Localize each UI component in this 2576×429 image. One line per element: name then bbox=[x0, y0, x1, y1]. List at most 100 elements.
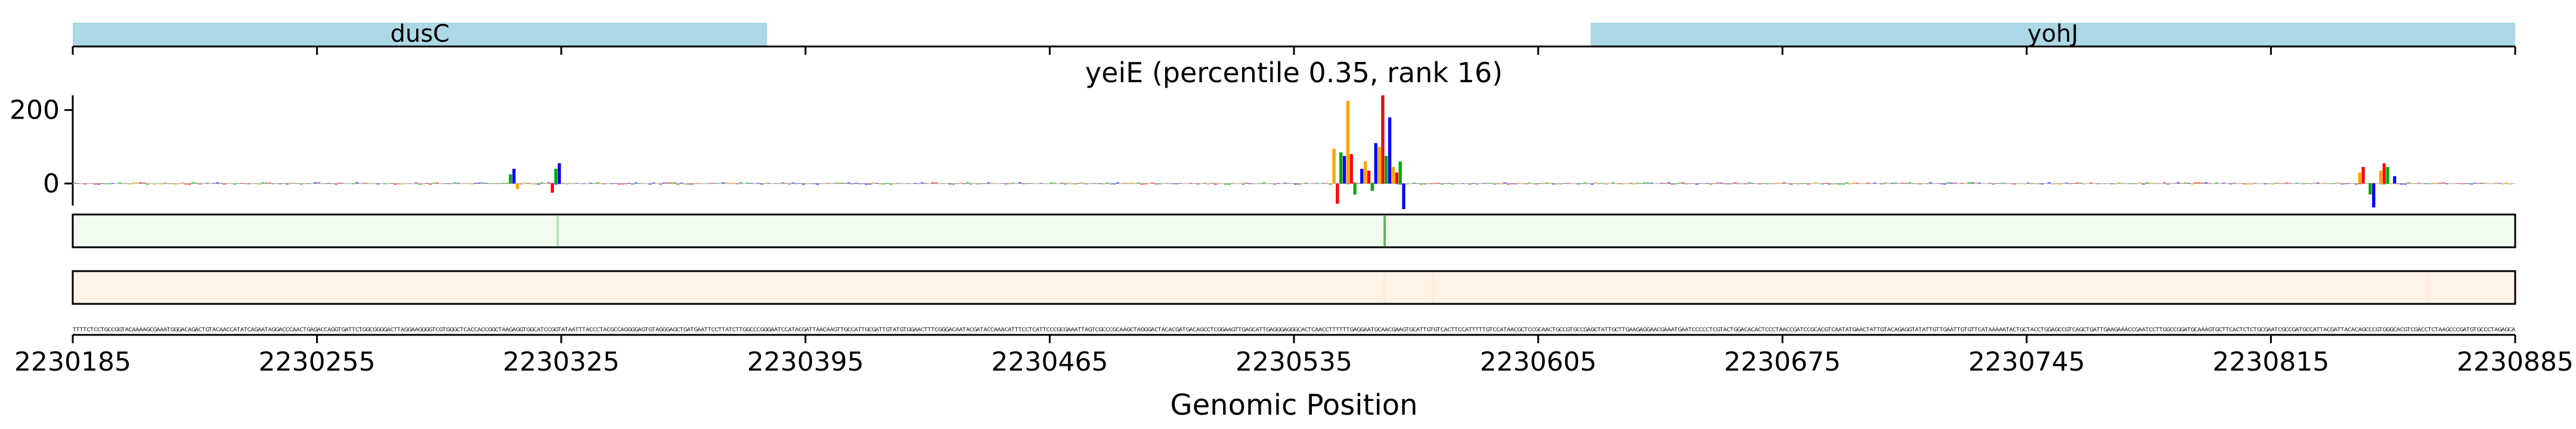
attribution-noise-mark bbox=[1102, 184, 1106, 185]
sequence-letter: T bbox=[121, 327, 125, 333]
sequence-letter: C bbox=[2061, 327, 2065, 333]
sequence-letter: T bbox=[1597, 327, 1601, 333]
attribution-noise-mark bbox=[194, 182, 199, 184]
sequence-letter: T bbox=[442, 327, 446, 333]
attribution-peak-mark bbox=[2372, 184, 2376, 208]
attribution-noise-mark bbox=[373, 183, 376, 184]
sequence-letter: A bbox=[1541, 327, 1546, 333]
sequence-letter: A bbox=[875, 327, 880, 333]
attribution-noise-mark bbox=[153, 184, 156, 185]
attribution-noise-mark bbox=[2215, 182, 2219, 184]
attribution-noise-mark bbox=[1813, 182, 1818, 184]
attribution-noise-mark bbox=[750, 183, 753, 184]
attribution-noise-mark bbox=[837, 182, 840, 184]
attribution-noise-mark bbox=[781, 182, 785, 184]
sequence-letter: C bbox=[1106, 327, 1109, 333]
attribution-noise-mark bbox=[711, 183, 715, 184]
attribution-noise-mark bbox=[840, 182, 844, 184]
attribution-noise-mark bbox=[1883, 182, 1887, 184]
attribution-noise-mark bbox=[2469, 184, 2473, 185]
sequence-letter: A bbox=[2334, 327, 2338, 333]
sequence-letter: T bbox=[707, 327, 711, 333]
sequence-letter: T bbox=[739, 327, 743, 333]
sequence-letter: A bbox=[1639, 327, 1643, 333]
sequence-letter: T bbox=[1018, 327, 1022, 333]
attribution-noise-mark bbox=[1227, 184, 1231, 185]
attribution-noise-mark bbox=[467, 182, 470, 184]
sequence-letter: G bbox=[2362, 327, 2366, 333]
sequence-letter: A bbox=[506, 327, 510, 333]
attribution-noise-mark bbox=[1042, 183, 1046, 184]
attribution-noise-mark bbox=[1123, 183, 1126, 184]
attribution-noise-mark bbox=[893, 184, 896, 185]
attribution-noise-mark bbox=[1140, 184, 1144, 185]
sequence-letter: G bbox=[2114, 327, 2118, 333]
sequence-letter: G bbox=[742, 327, 747, 333]
attribution-noise-mark bbox=[1325, 182, 1329, 184]
sequence-letter: T bbox=[2407, 327, 2411, 333]
attribution-noise-mark bbox=[1004, 184, 1008, 185]
sequence-letter: G bbox=[527, 327, 531, 333]
sequence-letter: C bbox=[355, 327, 359, 333]
sequence-letter: A bbox=[568, 327, 572, 333]
x-tick-label: 2230325 bbox=[503, 347, 620, 377]
attribution-noise-mark bbox=[865, 184, 868, 185]
sequence-letter: G bbox=[429, 327, 433, 333]
attribution-noise-mark bbox=[886, 182, 889, 184]
sequence-letter: G bbox=[1573, 327, 1577, 333]
attribution-noise-mark bbox=[561, 183, 565, 184]
sequence-letter: G bbox=[418, 327, 422, 333]
attribution-noise-mark bbox=[1782, 182, 1786, 184]
attribution-noise-mark bbox=[530, 184, 533, 185]
attribution-noise-mark bbox=[952, 184, 955, 185]
sequence-letter: C bbox=[798, 327, 802, 333]
sequence-letter: G bbox=[2065, 327, 2069, 333]
attribution-noise-mark bbox=[565, 184, 568, 185]
sequence-letter: G bbox=[118, 327, 122, 333]
attribution-noise-mark bbox=[2222, 182, 2225, 184]
sequence-letter: C bbox=[1521, 327, 1524, 333]
sequence-letter: C bbox=[2348, 327, 2351, 333]
attribution-noise-mark bbox=[1447, 183, 1451, 184]
sequence-letter: C bbox=[1004, 327, 1008, 333]
attribution-noise-mark bbox=[2288, 183, 2292, 184]
sequence-letter: T bbox=[2026, 327, 2030, 333]
attribution-noise-mark bbox=[1151, 182, 1154, 184]
attribution-noise-mark bbox=[289, 182, 293, 184]
attribution-noise-mark bbox=[1370, 182, 1374, 184]
attribution-noise-mark bbox=[1677, 182, 1681, 184]
sequence-letter: A bbox=[701, 327, 705, 333]
sequence-letter: A bbox=[156, 327, 160, 333]
x-tick-label: 2230745 bbox=[1968, 347, 2085, 377]
attribution-noise-mark bbox=[725, 182, 729, 184]
sequence-letter: T bbox=[903, 327, 907, 333]
sequence-letter: G bbox=[973, 327, 977, 333]
sequence-letter: G bbox=[2055, 327, 2059, 333]
attribution-noise-mark bbox=[2410, 182, 2414, 184]
sequence-letter: A bbox=[1416, 327, 1420, 333]
sequence-letter: G bbox=[1636, 327, 1640, 333]
attribution-noise-mark bbox=[501, 182, 505, 184]
attribution-peak-mark bbox=[2368, 184, 2372, 195]
sequence-letter: T bbox=[1918, 327, 1922, 333]
attribution-noise-mark bbox=[1838, 184, 1842, 185]
attribution-noise-mark bbox=[665, 182, 670, 184]
sequence-letter: G bbox=[554, 327, 558, 333]
sequence-letter: T bbox=[351, 327, 355, 333]
gene-track-ticks bbox=[72, 46, 2516, 55]
sequence-letter: T bbox=[1332, 327, 1336, 333]
attribution-noise-mark bbox=[160, 184, 163, 185]
sequence-letter: C bbox=[1831, 327, 1835, 333]
sequence-letter: T bbox=[1939, 327, 1943, 333]
attribution-noise-mark bbox=[2417, 182, 2421, 184]
sequence-letter: G bbox=[453, 327, 457, 333]
sequence-letter: T bbox=[2211, 327, 2215, 333]
sequence-letter: C bbox=[2194, 327, 2198, 333]
attribution-noise-mark bbox=[1751, 183, 1754, 184]
attribution-noise-mark bbox=[1541, 182, 1545, 184]
attribution-noise-mark bbox=[453, 182, 457, 184]
attribution-peak-mark bbox=[509, 174, 512, 184]
attribution-noise-mark bbox=[1039, 183, 1043, 184]
attribution-noise-mark bbox=[1011, 182, 1015, 184]
attribution-noise-mark bbox=[1154, 184, 1158, 185]
